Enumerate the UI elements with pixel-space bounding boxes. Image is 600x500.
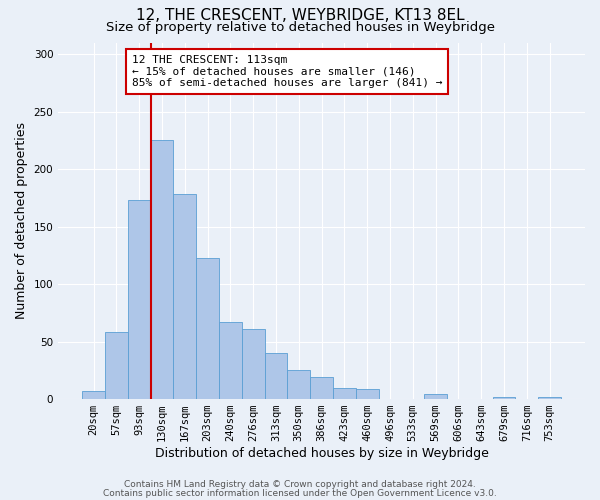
X-axis label: Distribution of detached houses by size in Weybridge: Distribution of detached houses by size …	[155, 447, 488, 460]
Text: 12 THE CRESCENT: 113sqm
← 15% of detached houses are smaller (146)
85% of semi-d: 12 THE CRESCENT: 113sqm ← 15% of detache…	[132, 55, 442, 88]
Bar	[128, 200, 151, 399]
Bar	[287, 370, 310, 399]
Bar	[173, 194, 196, 399]
Bar	[356, 388, 379, 399]
Bar	[538, 397, 561, 399]
Bar	[105, 332, 128, 399]
Bar	[196, 258, 219, 399]
Text: Contains public sector information licensed under the Open Government Licence v3: Contains public sector information licen…	[103, 488, 497, 498]
Bar	[82, 391, 105, 399]
Bar	[242, 329, 265, 399]
Bar	[333, 388, 356, 399]
Bar	[265, 353, 287, 399]
Bar	[493, 397, 515, 399]
Y-axis label: Number of detached properties: Number of detached properties	[15, 122, 28, 320]
Text: 12, THE CRESCENT, WEYBRIDGE, KT13 8EL: 12, THE CRESCENT, WEYBRIDGE, KT13 8EL	[136, 8, 464, 22]
Bar	[424, 394, 447, 399]
Text: Size of property relative to detached houses in Weybridge: Size of property relative to detached ho…	[106, 21, 494, 34]
Text: Contains HM Land Registry data © Crown copyright and database right 2024.: Contains HM Land Registry data © Crown c…	[124, 480, 476, 489]
Bar	[151, 140, 173, 399]
Bar	[219, 322, 242, 399]
Bar	[310, 377, 333, 399]
